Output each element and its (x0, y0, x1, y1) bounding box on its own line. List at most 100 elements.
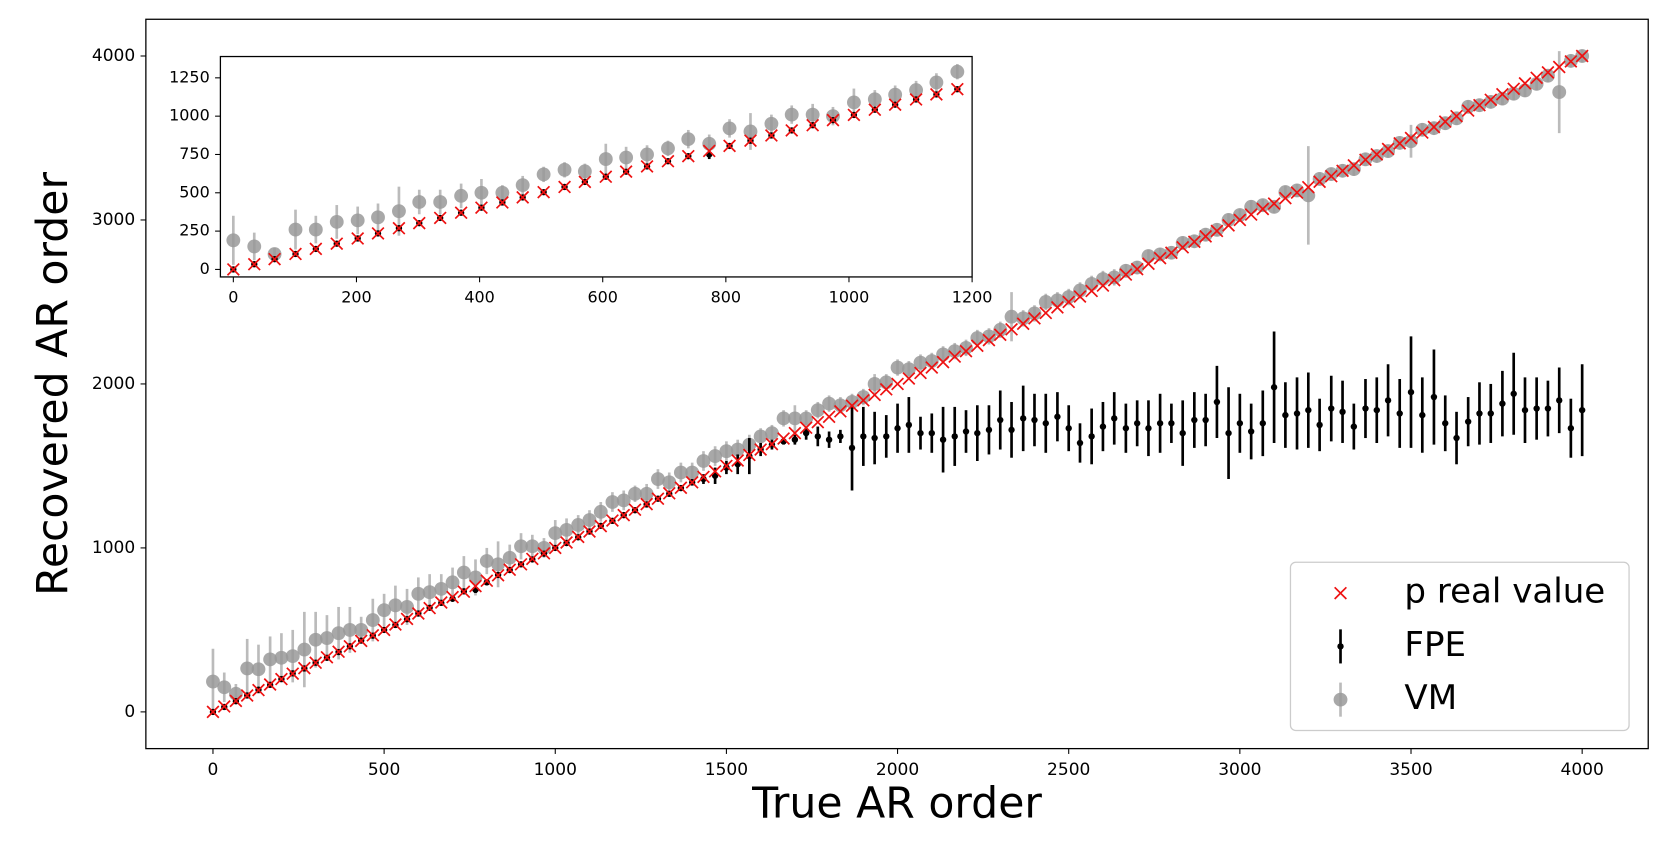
x-marker (826, 113, 840, 127)
circle-marker (456, 565, 471, 580)
circle-marker (1130, 260, 1145, 275)
x-marker (948, 350, 962, 364)
x-marker (929, 87, 943, 101)
x-marker (226, 262, 240, 276)
circle-marker (274, 650, 289, 665)
dot-marker (723, 464, 730, 471)
dot-marker (1042, 420, 1049, 427)
y-tick-label: 3000 (92, 210, 135, 230)
circle-marker (525, 539, 540, 554)
x-marker (1028, 311, 1041, 325)
y-tick-label: 0 (124, 702, 135, 722)
dot-marker (1111, 415, 1118, 422)
dot-marker (1213, 398, 1221, 406)
dot-marker (1442, 420, 1449, 427)
x-marker (925, 361, 939, 375)
dot-marker (951, 433, 958, 440)
legend-label: FPE (1404, 625, 1466, 665)
dot-marker (1099, 423, 1107, 430)
dot-marker (449, 595, 456, 602)
dot-marker (1282, 411, 1289, 419)
x-marker (1187, 235, 1201, 249)
circle-marker (1004, 309, 1019, 324)
dot-marker (1133, 420, 1141, 427)
dot-marker (1065, 425, 1072, 432)
x-marker (651, 492, 665, 506)
dot-marker (1236, 420, 1244, 427)
x-marker (993, 328, 1007, 342)
x-marker (560, 536, 574, 549)
circle-marker (722, 121, 737, 136)
dot-marker (997, 416, 1004, 424)
x-marker (1233, 213, 1247, 227)
dot-marker (974, 429, 981, 437)
circle-marker (993, 322, 1008, 337)
x-marker (1119, 268, 1133, 282)
x-marker (343, 639, 357, 653)
circle-marker (1038, 295, 1053, 309)
circle-marker (1232, 208, 1247, 222)
x-marker (412, 216, 426, 230)
x-marker (1461, 104, 1475, 118)
circle-marker (1221, 213, 1236, 227)
x-marker (457, 585, 471, 599)
circle-marker (1495, 91, 1510, 106)
circle-marker (867, 377, 882, 391)
x-marker (1473, 98, 1486, 112)
dot-marker (1191, 416, 1198, 424)
circle-marker (950, 64, 965, 79)
circle-marker (350, 213, 365, 228)
dot-marker (1407, 388, 1415, 396)
x-marker (247, 257, 261, 271)
x-marker (433, 211, 447, 225)
x-marker (480, 574, 494, 588)
circle-marker (1529, 76, 1544, 91)
dot-marker (985, 426, 993, 434)
circle-marker (776, 411, 791, 426)
x-tick-label: 0 (228, 288, 238, 307)
y-tick-label: 750 (179, 144, 209, 163)
plot-background (220, 56, 973, 277)
x-tick-label: 0 (208, 760, 219, 780)
x-marker (286, 667, 300, 681)
x-marker (950, 82, 964, 96)
x-marker (454, 206, 468, 220)
circle-marker (833, 398, 848, 413)
x-marker (1073, 290, 1087, 304)
dot-marker (1499, 400, 1506, 407)
circle-marker (1381, 144, 1395, 159)
circle-marker (867, 92, 882, 107)
plot-frame (219, 55, 973, 278)
x-marker (1484, 93, 1498, 107)
x-marker (868, 103, 882, 117)
x-marker (548, 541, 562, 555)
x-marker (1256, 202, 1270, 216)
x-marker (411, 607, 425, 620)
x-marker (868, 388, 882, 402)
x-marker (525, 552, 539, 566)
circle-marker (479, 554, 494, 568)
x-marker (1267, 197, 1281, 211)
circle-marker (970, 331, 985, 345)
circle-marker (730, 442, 745, 457)
dot-marker (1031, 416, 1038, 424)
circle-marker (810, 403, 825, 418)
dot-marker (1384, 397, 1392, 404)
x-marker (388, 618, 402, 631)
circle-marker (582, 513, 597, 527)
circle-marker (329, 214, 344, 229)
x-marker (845, 399, 859, 413)
x-marker (674, 481, 688, 495)
y-tick-label: 2000 (92, 374, 135, 394)
x-marker (1347, 158, 1361, 172)
circle-marker (536, 167, 551, 182)
x-marker (229, 694, 243, 708)
circle-marker (651, 472, 665, 486)
dot-marker (1510, 390, 1517, 397)
circle-marker (765, 426, 779, 441)
circle-marker (468, 570, 483, 585)
x-marker (619, 165, 633, 179)
circle-marker (702, 136, 717, 151)
x-marker (764, 129, 778, 142)
